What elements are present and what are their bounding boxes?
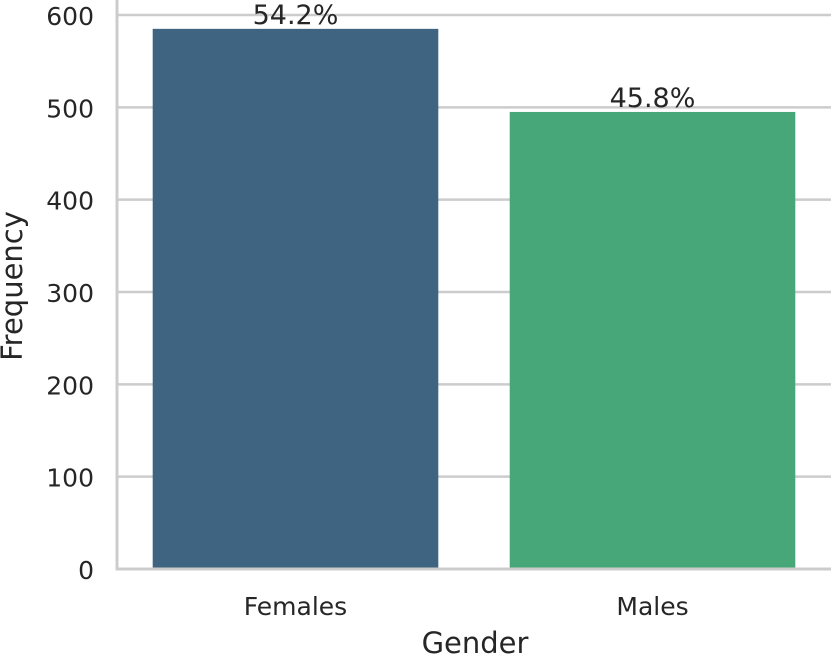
bars	[153, 29, 796, 569]
y-tick-label-300: 300	[46, 279, 94, 308]
x-tick-label-males: Males	[616, 592, 688, 621]
bar-males	[510, 112, 796, 569]
y-tick-label-400: 400	[46, 187, 94, 216]
data-label-females: 54.2%	[253, 0, 339, 31]
x-tick-label-females: Females	[244, 592, 347, 621]
bar-females	[153, 29, 439, 569]
data-label-males: 45.8%	[610, 83, 696, 114]
y-tick-label-500: 500	[46, 94, 94, 123]
y-tick-label-200: 200	[46, 371, 94, 400]
y-ticks: 0 100 200 300 400 500 600	[46, 2, 94, 585]
y-axis-label: Frequency	[0, 211, 29, 361]
y-tick-label-0: 0	[78, 556, 94, 585]
y-tick-label-600: 600	[46, 2, 94, 31]
x-ticks: Females Males	[244, 592, 689, 621]
y-tick-label-100: 100	[46, 464, 94, 493]
x-axis-label: Gender	[422, 626, 529, 660]
